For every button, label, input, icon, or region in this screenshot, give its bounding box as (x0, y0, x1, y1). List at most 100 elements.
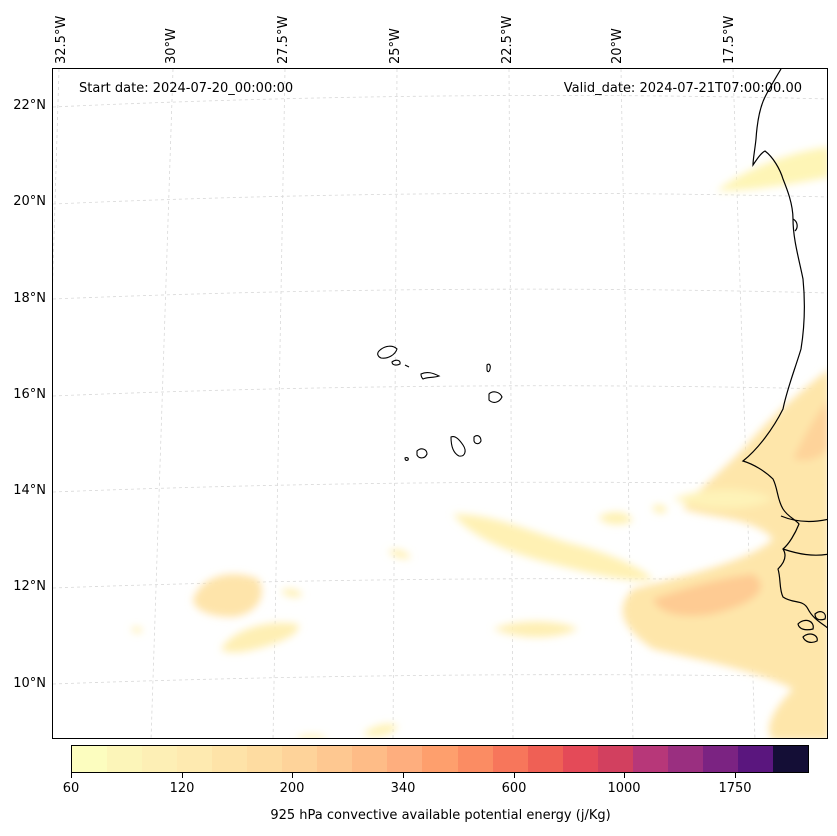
cape-band-b (652, 504, 667, 514)
cape-gambia-core (653, 574, 761, 616)
map-panel: Start date: 2024-07-20_00:00:00 Valid_da… (52, 68, 828, 739)
bijagos-islands (797, 611, 826, 643)
colorbar-segment-2 (142, 746, 178, 772)
colorbar-tick-1750 (735, 773, 736, 778)
cape-blob-small-2 (131, 626, 143, 633)
gridline-lat-16 (53, 385, 827, 397)
cape-verde-islands (377, 345, 503, 461)
island-sal (486, 363, 491, 373)
coastlines (741, 69, 827, 643)
colorbar-segment-8 (352, 746, 388, 772)
island-brava (404, 457, 409, 461)
gridline-lat-22 (53, 95, 827, 108)
lon-label-17.5: 17.5°W (722, 15, 737, 64)
colorbar-title: 925 hPa convective available potential e… (270, 808, 611, 823)
lon-label-32.5: 32.5°W (54, 15, 69, 64)
colorbar-segment-17 (667, 746, 703, 772)
colorbar-segment-3 (177, 746, 213, 772)
colorbar-segment-1 (107, 746, 143, 772)
colorbar-segment-11 (457, 746, 493, 772)
colorbar-segment-0 (72, 746, 108, 772)
cape-blob-south-1 (493, 621, 578, 638)
gridline-lat-12 (53, 578, 827, 589)
valid-date-text: Valid_date: 2024-07-21T07:00:00.00 (564, 81, 802, 96)
colorbar-tick-200 (292, 773, 293, 778)
lon-label-25: 25°W (388, 28, 403, 64)
lat-label-10: 10°N (13, 676, 46, 691)
casamance-river (782, 548, 827, 556)
colorbar-segment-16 (632, 746, 668, 772)
cape-blob-small-1 (281, 588, 303, 598)
cape-mauritania (717, 147, 827, 191)
gridline-lon-20 (620, 69, 634, 738)
colorbar-segment-9 (387, 746, 423, 772)
colorbar-tick-label: 600 (501, 781, 527, 796)
gridline-lon-25 (392, 69, 398, 738)
colorbar-tick-60 (71, 773, 72, 778)
cape-senegal-core (793, 401, 827, 461)
cape-senegal-coast (622, 370, 827, 738)
gridline-lat-20 (53, 192, 827, 205)
lat-label-18: 18°N (13, 291, 46, 306)
colorbar-tick-label: 200 (279, 781, 305, 796)
colorbar-segment-12 (492, 746, 528, 772)
island-fogo (416, 448, 428, 459)
colorbar-segment-5 (247, 746, 283, 772)
colorbar-tick-label: 340 (390, 781, 416, 796)
lon-label-27.5: 27.5°W (276, 15, 291, 64)
cape-band-east (453, 514, 653, 581)
island-boa-vista (488, 391, 503, 403)
cape-band-mid (673, 489, 773, 509)
cape-blob-small-3 (388, 549, 411, 559)
colorbar-tick-600 (514, 773, 515, 778)
colorbar-tick-label: 1000 (607, 781, 641, 796)
colorbar-tick-1000 (624, 773, 625, 778)
start-date-text: Start date: 2024-07-20_00:00:00 (79, 81, 293, 96)
colorbar-segment-6 (282, 746, 318, 772)
colorbar-segment-15 (597, 746, 633, 772)
lat-label-12: 12°N (13, 579, 46, 594)
cape-blob-west (193, 574, 262, 617)
cape-field (131, 147, 827, 738)
cape-blob-south-2 (363, 723, 398, 737)
island-sao-nicolau (420, 371, 441, 380)
cape-band-a (598, 512, 633, 525)
colorbar-segment-10 (422, 746, 458, 772)
island-santiago (450, 435, 466, 457)
gridline-lon-30 (150, 69, 174, 738)
lat-label-22: 22°N (13, 98, 46, 113)
colorbar-tick-label: 60 (62, 781, 80, 796)
africa-coastline (741, 69, 827, 629)
gridline-lat-14 (53, 481, 827, 493)
colorbar-segment-7 (317, 746, 353, 772)
colorbar-segment-14 (562, 746, 598, 772)
gridline-lon-32.5 (53, 69, 60, 284)
gambia-river (780, 515, 827, 523)
lon-label-22.5: 22.5°W (500, 15, 515, 64)
lon-label-20: 20°W (610, 28, 625, 64)
lat-label-16: 16°N (13, 387, 46, 402)
map-canvas: Start date: 2024-07-20_00:00:00 Valid_da… (53, 69, 827, 738)
colorbar-segment-13 (527, 746, 563, 772)
gridline-lat-10 (53, 674, 827, 685)
lat-label-20: 20°N (13, 194, 46, 209)
colorbar-segment-4 (212, 746, 248, 772)
colorbar-tick-label: 120 (169, 781, 195, 796)
colorbar-tick-340 (403, 773, 404, 778)
colorbar-tick-120 (182, 773, 183, 778)
colorbar-tick-label: 1750 (718, 781, 752, 796)
colorbar-segment-20 (772, 746, 808, 772)
gridline-lat-18 (53, 288, 827, 300)
gridline-lon-22.5 (508, 69, 514, 738)
cape-blob-sw (221, 622, 299, 653)
colorbar (71, 745, 809, 773)
island-santo-antao (377, 345, 398, 359)
colorbar-segment-18 (702, 746, 738, 772)
lon-label-30: 30°W (164, 28, 179, 64)
senegal-river-mouth (792, 218, 798, 232)
island-santa-luzia (404, 364, 410, 368)
colorbar-segment-19 (737, 746, 773, 772)
lat-label-14: 14°N (13, 483, 46, 498)
island-sao-vicente (391, 359, 401, 366)
cape-blob-south-3 (298, 734, 327, 738)
